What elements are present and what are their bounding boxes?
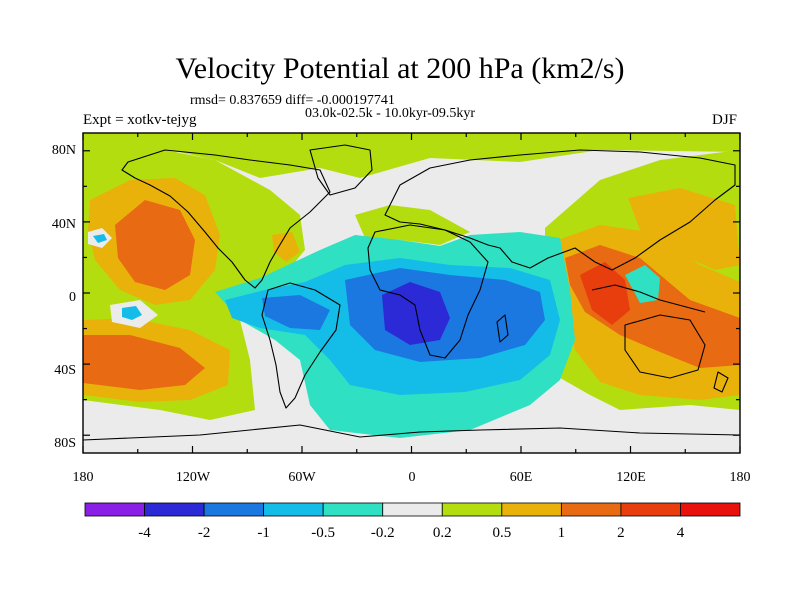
lon-label-0: 0 [409,470,416,485]
colorbar-swatch [560,502,622,517]
stats-text: rmsd= 0.837659 diff= -0.000197741 [190,93,395,108]
lat-label-80n: 80N [52,143,76,158]
coastline-greenland [309,144,373,196]
colorbar-label: 4 [677,525,685,541]
lon-label-180w: 180 [73,470,94,485]
coastline-south-america [261,282,341,409]
colorbar-label: 0.2 [433,525,452,541]
lon-label-60e: 60E [510,470,533,485]
colorbar-label: -0.2 [371,525,395,541]
lon-label-180e: 180 [730,470,751,485]
contour-nw-pacific-1 [628,188,740,270]
colorbar-swatch [680,502,741,517]
colorbar-swatch [322,502,384,517]
colorbar-swatch [144,502,205,517]
contour-s-pacific-2 [83,335,205,390]
contour-arctic-positive [83,133,740,178]
experiment-label: Expt = xotkv-tejyg [83,112,197,128]
contour-n-america-1 [272,232,300,262]
coastline-eurasia [384,149,736,271]
colorbar-swatch [203,502,265,517]
lat-label-40s: 40S [54,363,76,378]
colorbar-label: -4 [138,525,151,541]
lat-label-eq: 0 [69,290,76,305]
map-title: Velocity Potential at 200 hPa (km2/s) [175,52,625,85]
coastline-madagascar [496,314,509,343]
lat-label-80s: 80S [54,436,76,451]
colorbar-swatch [382,502,443,517]
contour-ne-pacific-negative-core [93,234,107,243]
contour-nw-pacific-negative [625,265,660,303]
lon-label-120e: 120E [616,470,646,485]
coastline-north-america [121,149,331,289]
contour-negative-core [382,282,450,345]
coastlines [83,144,740,441]
coastline-maritime-continent [591,284,706,313]
coastline-antarctica [83,424,740,441]
colorbar-label: 1 [558,525,566,541]
axis-ticks [82,133,741,453]
lat-label-40n: 40N [52,217,76,232]
colorbar-label: -1 [257,525,270,541]
coastline-africa [367,224,489,359]
colorbar-swatch [263,502,324,517]
colorbar-labels: -4 -2 -1 -0.5 -0.2 0.2 0.5 1 2 4 [138,525,684,541]
colorbar-swatch [441,502,503,517]
velocity-potential-field [83,133,740,453]
period-text: 03.0k-02.5k - 10.0kyr-09.5kyr [305,106,476,121]
contour-ne-pacific-2 [115,200,195,290]
colorbar-swatch [501,502,562,517]
contour-mc-3 [580,262,630,325]
colorbar [84,502,741,517]
colorbar-label: 0.5 [492,525,511,541]
colorbar-swatch [84,502,145,517]
colorbar-label: 2 [617,525,625,541]
contour-s-pacific-negative-core [122,306,142,320]
colorbar-label: -2 [198,525,211,541]
colorbar-label: -0.5 [311,525,335,541]
season-label: DJF [712,112,738,128]
lon-label-120w: 120W [176,470,211,485]
lon-label-60w: 60W [288,470,316,485]
coastline-australia [624,314,706,379]
colorbar-swatch [620,502,681,517]
coastline-new-zealand [713,371,729,393]
